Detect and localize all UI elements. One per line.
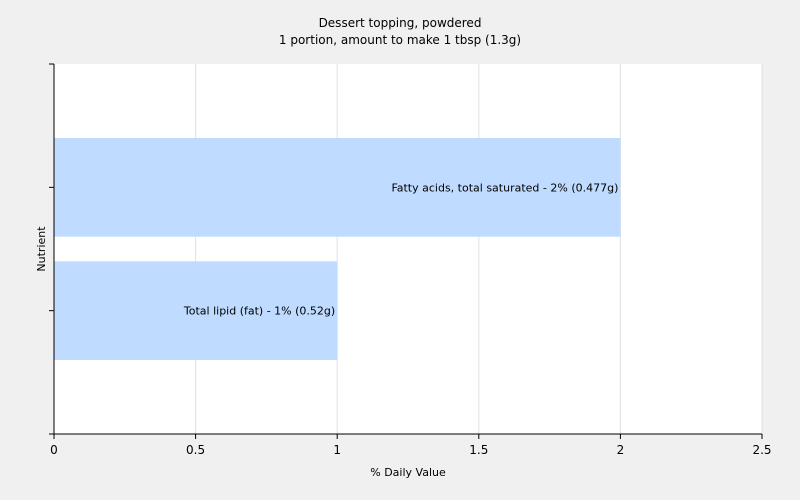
x-tick-label: 2 bbox=[617, 443, 625, 457]
bars: Fatty acids, total saturated - 2% (0.477… bbox=[54, 138, 621, 360]
bar-data-label: Fatty acids, total saturated - 2% (0.477… bbox=[391, 181, 618, 194]
x-tick-label: 0.5 bbox=[186, 443, 205, 457]
x-axis-title: % Daily Value bbox=[370, 466, 446, 479]
bar-data-label: Total lipid (fat) - 1% (0.52g) bbox=[183, 305, 335, 318]
chart-subtitle: 1 portion, amount to make 1 tbsp (1.3g) bbox=[279, 33, 521, 47]
bar bbox=[54, 261, 338, 360]
x-tick-label: 0 bbox=[50, 443, 58, 457]
bar bbox=[54, 138, 621, 237]
chart-title: Dessert topping, powdered bbox=[319, 16, 482, 30]
axes: 0 0.5 1 1.5 2 2.5 bbox=[49, 63, 772, 457]
x-tick-label: 1.5 bbox=[469, 443, 488, 457]
grid bbox=[195, 64, 763, 434]
x-tick-label: 2.5 bbox=[752, 443, 771, 457]
plot-area bbox=[54, 64, 762, 434]
x-tick-label: 1 bbox=[333, 443, 341, 457]
y-axis-title: Nutrient bbox=[35, 226, 48, 272]
